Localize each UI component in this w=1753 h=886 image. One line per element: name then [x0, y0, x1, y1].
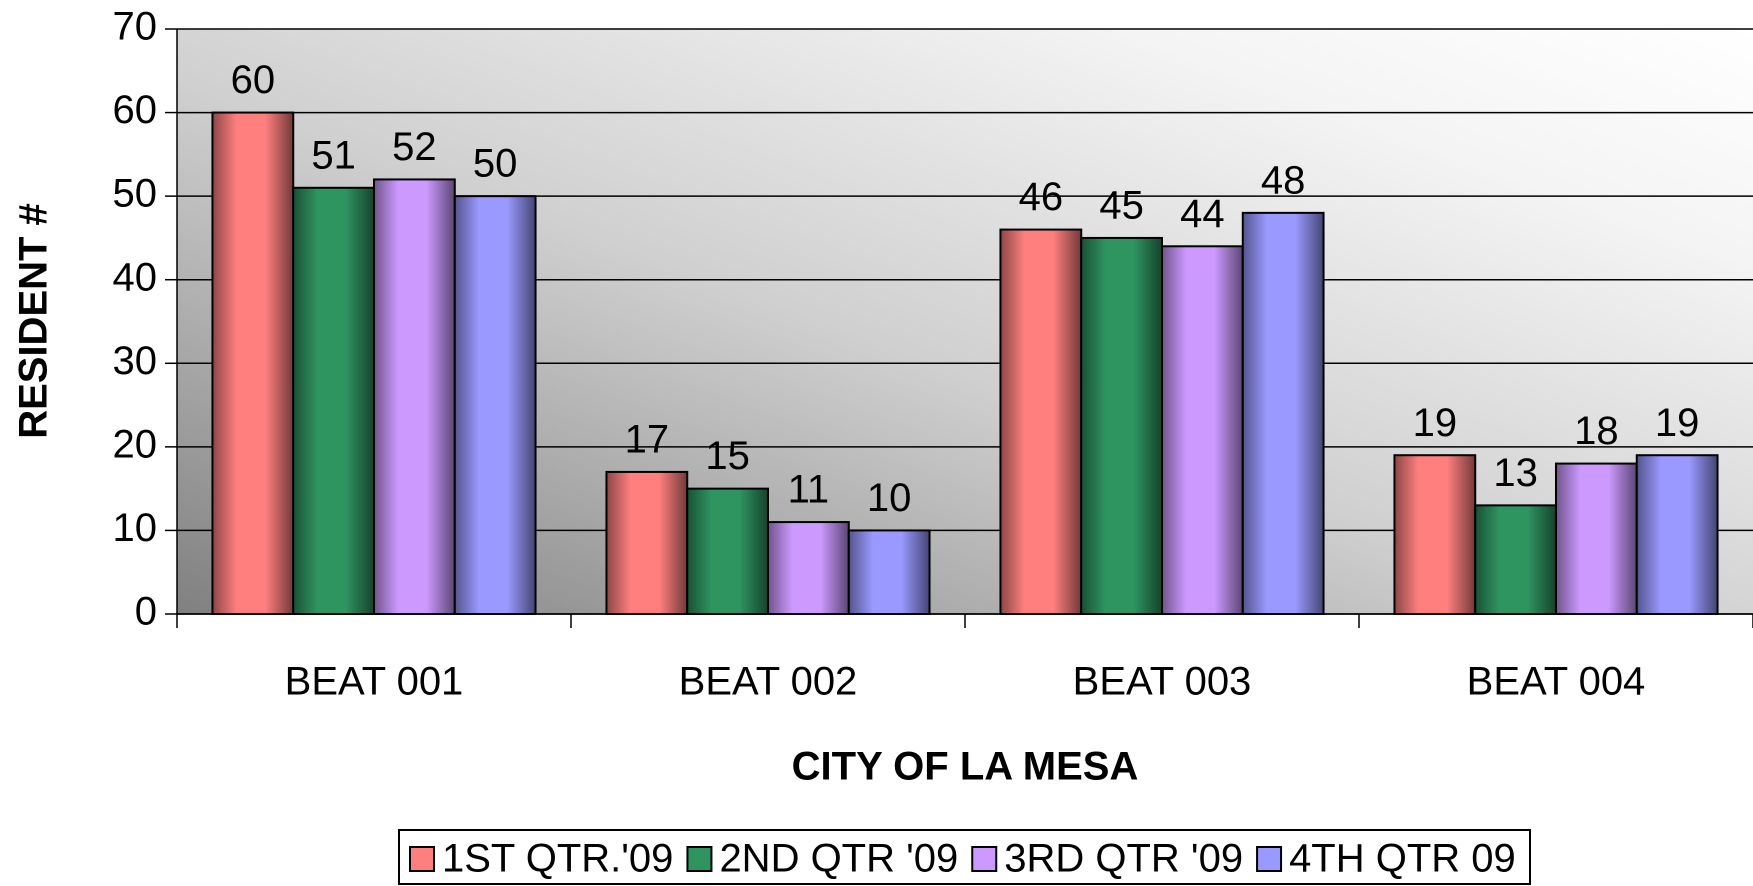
bar-shading [292, 186, 376, 616]
data-label: 19 [1413, 401, 1458, 445]
bar-shading [605, 470, 689, 615]
bar-shading [453, 195, 537, 615]
data-label: 60 [231, 58, 276, 102]
data-label: 18 [1574, 409, 1619, 453]
legend-swatch [686, 846, 713, 872]
data-label: 17 [625, 417, 670, 461]
data-label: 13 [1493, 451, 1538, 495]
legend-swatch [1256, 846, 1283, 872]
legend-label: 3RD QTR '09 [1004, 837, 1243, 881]
bar-shading [1393, 454, 1477, 616]
y-axis-title: RESIDENT # [12, 203, 56, 439]
bar-shading [1555, 462, 1638, 616]
bar-shading [1080, 236, 1163, 616]
x-tick-label: BEAT 003 [1073, 660, 1252, 704]
legend-label: 2ND QTR '09 [719, 837, 958, 881]
legend-label: 1ST QTR.'09 [442, 837, 673, 881]
bar-shading [1635, 454, 1719, 616]
y-tick-label: 70 [113, 5, 158, 49]
data-label: 45 [1099, 183, 1144, 227]
bar-shading [1474, 504, 1557, 616]
bar-shading [999, 228, 1083, 615]
y-tick-label: 20 [113, 422, 158, 466]
data-label: 46 [1019, 175, 1064, 219]
bar-shading [767, 521, 850, 615]
data-label: 10 [867, 476, 912, 520]
y-tick-label: 30 [113, 339, 158, 383]
bar-shading [1161, 245, 1244, 616]
legend-label: 4TH QTR 09 [1289, 837, 1516, 881]
bar-shading [1241, 211, 1325, 615]
bar-shading [686, 487, 769, 615]
y-tick-label: 60 [113, 88, 158, 132]
y-tick-label: 50 [113, 172, 158, 216]
data-label: 51 [311, 133, 356, 177]
data-label: 52 [392, 125, 437, 169]
data-label: 19 [1655, 401, 1700, 445]
data-label: 44 [1180, 192, 1225, 236]
data-label: 50 [473, 142, 518, 186]
bar-shading [373, 178, 456, 616]
data-label: 11 [788, 468, 830, 512]
data-label: 15 [705, 434, 750, 478]
bar-shading [211, 111, 295, 615]
x-tick-label: BEAT 004 [1467, 660, 1646, 704]
y-tick-label: 10 [113, 506, 158, 550]
legend-swatch [409, 846, 435, 872]
y-tick-label: 40 [113, 255, 158, 299]
bar-shading [847, 529, 931, 616]
legend [398, 829, 1531, 885]
y-tick-label: 0 [135, 590, 157, 634]
x-tick-label: BEAT 001 [285, 660, 464, 704]
data-label: 48 [1261, 158, 1306, 202]
legend-swatch [971, 846, 998, 872]
x-tick-label: BEAT 002 [679, 660, 858, 704]
x-axis-title: CITY OF LA MESA [792, 745, 1139, 789]
